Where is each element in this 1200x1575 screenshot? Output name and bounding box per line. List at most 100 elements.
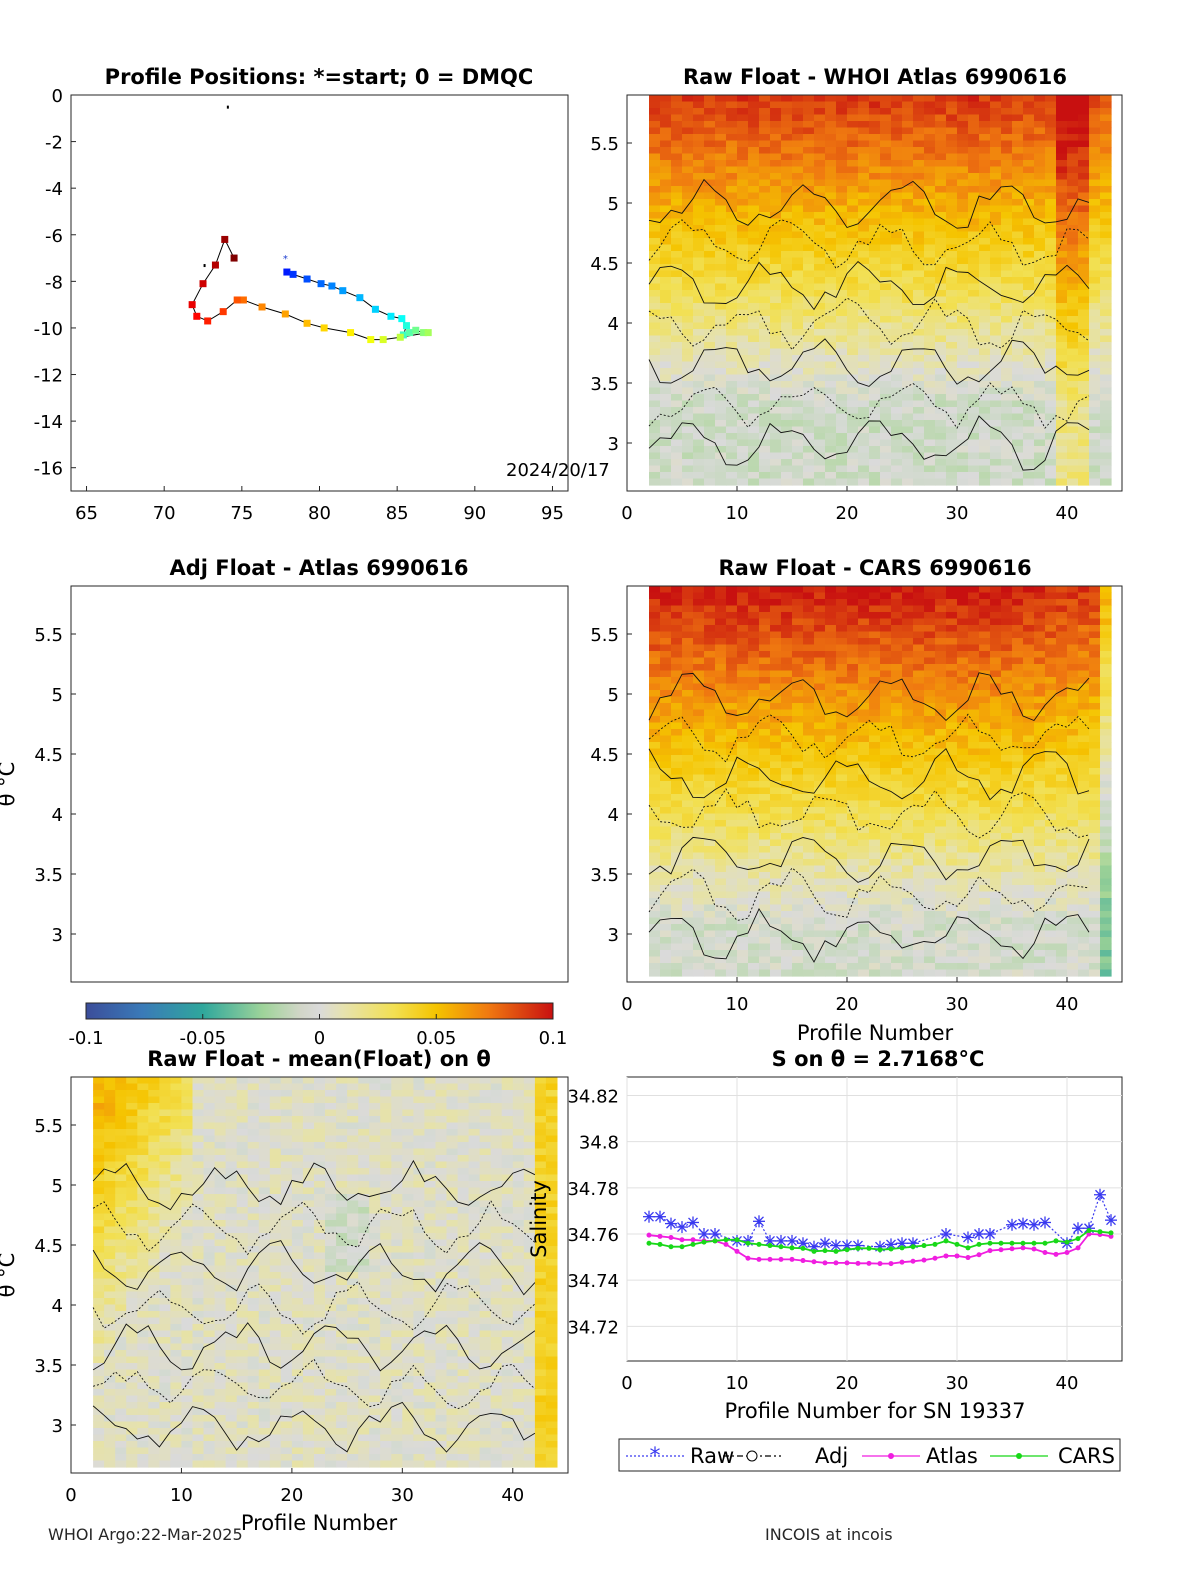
field-cell <box>946 147 958 155</box>
field-cell <box>1012 826 1024 834</box>
field-cell <box>1012 322 1024 330</box>
field-cell <box>1001 407 1013 415</box>
field-cell <box>781 186 793 194</box>
field-cell <box>880 677 892 685</box>
field-cell <box>891 820 903 828</box>
field-cell <box>825 433 837 441</box>
field-cell <box>715 696 727 704</box>
field-cell <box>968 891 980 899</box>
field-cell <box>671 420 683 428</box>
field-cell <box>869 690 881 698</box>
field-cell <box>737 605 749 613</box>
field-cell <box>946 173 958 181</box>
field-cell <box>891 852 903 860</box>
field-cell <box>814 742 826 750</box>
field-cell <box>990 348 1002 356</box>
field-cell <box>825 781 837 789</box>
field-cell <box>781 342 793 350</box>
field-cell <box>979 231 991 239</box>
field-cell <box>880 173 892 181</box>
field-cell <box>1023 696 1035 704</box>
field-cell <box>1078 147 1090 155</box>
field-cell <box>1023 911 1035 919</box>
field-cell <box>935 179 947 187</box>
field-cell <box>1078 290 1090 298</box>
field-cell <box>803 413 815 421</box>
field-cell <box>1089 238 1101 246</box>
field-cell <box>1001 670 1013 678</box>
field-cell <box>1034 231 1046 239</box>
field-cell <box>737 121 749 129</box>
field-cell <box>1023 329 1035 337</box>
field-cell <box>1067 612 1079 620</box>
field-cell <box>858 794 870 802</box>
field-cell <box>957 361 969 369</box>
field-cell <box>858 290 870 298</box>
field-cell <box>847 696 859 704</box>
field-cell <box>913 335 925 343</box>
field-cell <box>715 657 727 665</box>
field-cell <box>748 108 760 116</box>
field-cell <box>803 592 815 600</box>
field-cell <box>704 703 716 711</box>
field-cell <box>781 885 793 893</box>
field-cell <box>957 173 969 181</box>
field-cell <box>1089 186 1101 194</box>
field-cell <box>924 459 936 467</box>
map-y-tick-label: -14 <box>34 412 63 433</box>
field-cell <box>1023 192 1035 200</box>
field-cell <box>770 586 782 594</box>
field-cell <box>1023 839 1035 847</box>
field-cell <box>737 361 749 369</box>
field-cell <box>858 238 870 246</box>
field-cell <box>682 212 694 220</box>
field-cell <box>880 231 892 239</box>
field-cell <box>726 121 738 129</box>
field-cell <box>924 787 936 795</box>
field-cell <box>1023 277 1035 285</box>
field-cell <box>759 820 771 828</box>
field-cell <box>825 898 837 906</box>
field-cell <box>1023 904 1035 912</box>
field-cell <box>704 696 716 704</box>
field-cell <box>1023 664 1035 672</box>
field-cell <box>715 95 727 103</box>
field-cell <box>1023 127 1035 135</box>
field-cell <box>858 813 870 821</box>
field-cell <box>781 147 793 155</box>
field-cell <box>847 394 859 402</box>
field-cell <box>715 729 727 737</box>
field-cell <box>836 446 848 454</box>
field-cell <box>660 348 672 356</box>
field-cell <box>737 95 749 103</box>
field-cell <box>682 361 694 369</box>
field-cell <box>671 657 683 665</box>
field-cell <box>781 127 793 135</box>
field-cell <box>858 147 870 155</box>
field-cell <box>1023 465 1035 473</box>
field-cell <box>924 127 936 135</box>
field-cell <box>682 329 694 337</box>
field-cell <box>1045 781 1057 789</box>
field-cell <box>1001 225 1013 233</box>
field-cell <box>946 774 958 782</box>
field-cell <box>1100 316 1112 324</box>
field-cell <box>869 374 881 382</box>
field-cell <box>1001 127 1013 135</box>
field-cell <box>913 937 925 945</box>
field-cell <box>1056 400 1068 408</box>
field-cell <box>913 722 925 730</box>
field-cell <box>715 852 727 860</box>
field-cell <box>1045 387 1057 395</box>
field-cell <box>847 924 859 932</box>
field-cell <box>924 716 936 724</box>
field-cell <box>836 160 848 168</box>
field-cell <box>814 225 826 233</box>
field-cell <box>1056 846 1068 854</box>
field-cell <box>737 599 749 607</box>
field-cell <box>869 813 881 821</box>
field-cell <box>979 592 991 600</box>
field-cell <box>869 270 881 278</box>
field-cell <box>792 316 804 324</box>
field-cell <box>1089 677 1101 685</box>
